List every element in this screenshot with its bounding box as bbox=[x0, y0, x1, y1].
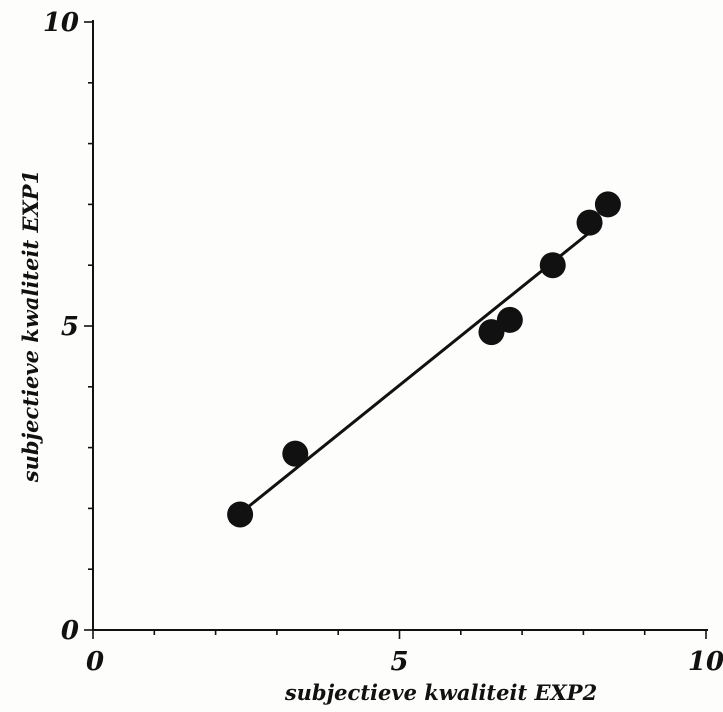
data-point-4 bbox=[496, 306, 523, 333]
x-tick-label-0: 0 bbox=[86, 647, 104, 677]
tick-labels: 0 5 10 0 5 10 bbox=[43, 8, 723, 677]
y-tick-label-10: 10 bbox=[43, 8, 79, 38]
y-tick-label-5: 5 bbox=[61, 312, 79, 342]
data-point-1 bbox=[227, 501, 254, 528]
tick-marks bbox=[84, 21, 707, 639]
axes bbox=[92, 20, 708, 631]
y-tick-label-0: 0 bbox=[61, 616, 79, 646]
data-point-6 bbox=[576, 209, 603, 236]
x-tick-label-10: 10 bbox=[688, 647, 723, 677]
data-point-2 bbox=[282, 440, 309, 467]
data-point-5 bbox=[539, 252, 566, 279]
data-point-3 bbox=[478, 319, 505, 346]
y-axis-title: subjectieve kwaliteit EXP1 bbox=[18, 170, 43, 483]
x-tick-label-5: 5 bbox=[390, 647, 408, 677]
data-point-7 bbox=[594, 191, 621, 218]
x-axis-title: subjectieve kwaliteit EXP2 bbox=[284, 680, 597, 705]
data-points bbox=[227, 191, 621, 528]
